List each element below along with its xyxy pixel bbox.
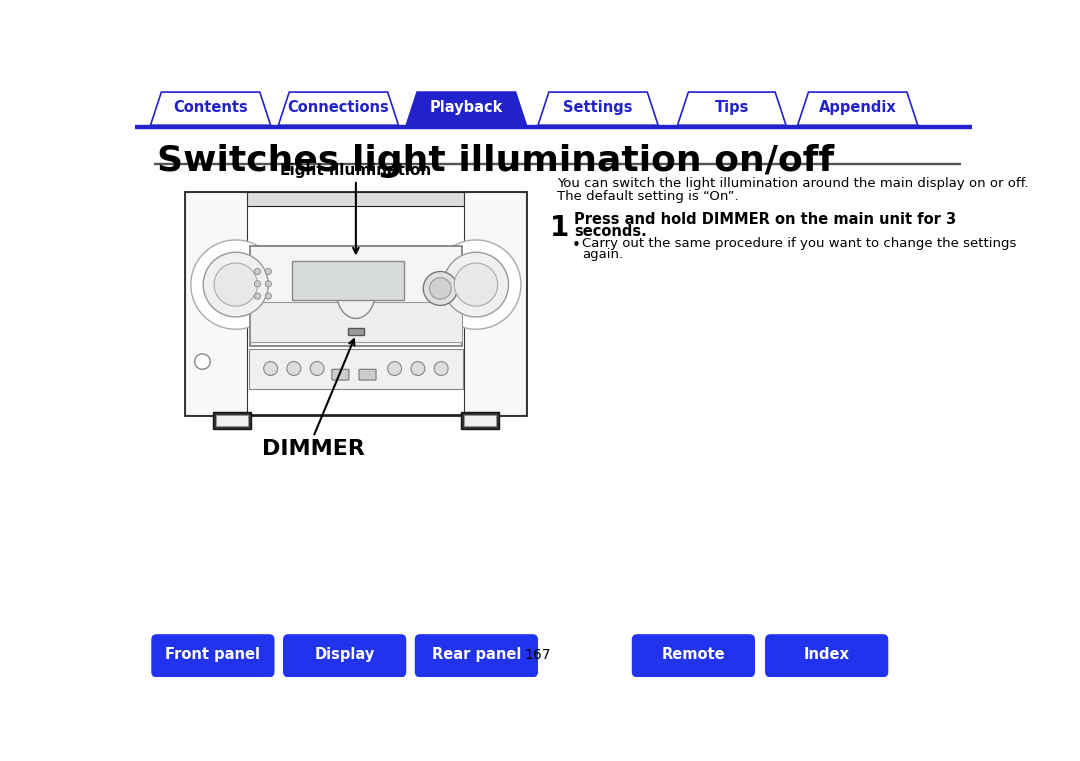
Text: Contents: Contents [173,100,248,116]
Circle shape [214,263,257,306]
Bar [216,416,248,426]
Text: Carry out the same procedure if you want to change the settings: Carry out the same procedure if you want… [582,237,1016,250]
FancyBboxPatch shape [632,634,755,677]
Circle shape [264,361,278,375]
Text: Rear panel: Rear panel [432,648,521,663]
Circle shape [266,269,271,275]
FancyBboxPatch shape [765,634,889,677]
Polygon shape [150,92,271,126]
Text: again.: again. [582,247,623,260]
Circle shape [194,354,211,369]
Circle shape [455,263,498,306]
Text: Light illumination: Light illumination [280,164,432,178]
Text: Connections: Connections [287,100,389,116]
Ellipse shape [337,266,375,318]
Bar [348,329,364,335]
Text: Settings: Settings [564,100,633,116]
Text: The default setting is “On”.: The default setting is “On”. [557,190,739,203]
Circle shape [423,272,458,305]
Bar [135,126,972,129]
FancyBboxPatch shape [332,369,349,380]
Circle shape [255,269,260,275]
Circle shape [203,252,268,317]
Text: Playback: Playback [430,100,503,116]
Circle shape [444,252,509,317]
Bar [460,412,499,429]
Bar [186,193,526,416]
Text: Index: Index [804,648,850,663]
FancyBboxPatch shape [283,634,406,677]
Text: seconds.: seconds. [575,224,647,239]
Bar [464,193,526,416]
Circle shape [287,361,301,375]
Bar [249,246,462,346]
Bar [186,193,247,416]
Polygon shape [538,92,658,126]
Circle shape [431,240,521,330]
FancyBboxPatch shape [359,369,376,380]
Bar [293,262,404,300]
Text: You can switch the light illumination around the main display on or off.: You can switch the light illumination ar… [557,177,1029,189]
Polygon shape [406,92,526,126]
Circle shape [191,240,281,330]
Ellipse shape [329,259,382,326]
Bar [249,302,462,342]
Text: Appendix: Appendix [819,100,896,116]
Circle shape [310,361,324,375]
Text: Remote: Remote [662,648,725,663]
Text: 1: 1 [550,214,569,242]
Text: 167: 167 [525,648,551,662]
Bar [248,349,463,389]
Text: Switches light illumination on/off: Switches light illumination on/off [157,144,834,177]
Circle shape [255,281,260,287]
Bar [463,416,496,426]
Circle shape [434,361,448,375]
Circle shape [388,361,402,375]
Text: Tips: Tips [715,100,748,116]
Polygon shape [279,92,399,126]
Text: Front panel: Front panel [165,648,260,663]
Bar [154,163,960,164]
Polygon shape [798,92,918,126]
Text: Display: Display [314,648,375,663]
Polygon shape [677,92,786,126]
Circle shape [255,293,260,299]
Circle shape [266,293,271,299]
FancyBboxPatch shape [415,634,538,677]
Text: DIMMER: DIMMER [261,438,365,459]
Text: •: • [571,238,580,253]
Circle shape [410,361,424,375]
Bar [186,193,526,206]
Circle shape [266,281,271,287]
FancyBboxPatch shape [151,634,274,677]
Circle shape [430,278,451,299]
Circle shape [394,281,403,288]
Bar [213,412,252,429]
Text: Press and hold DIMMER on the main unit for 3: Press and hold DIMMER on the main unit f… [575,212,957,228]
